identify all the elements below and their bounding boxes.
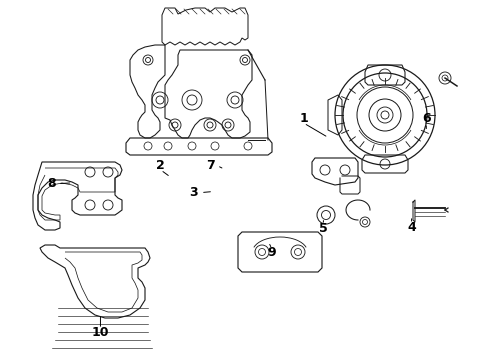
Text: 7: 7 xyxy=(206,159,215,172)
Text: 8: 8 xyxy=(47,177,56,190)
Text: 1: 1 xyxy=(299,112,308,125)
Text: 4: 4 xyxy=(407,221,416,234)
Text: 5: 5 xyxy=(319,222,328,235)
Text: 3: 3 xyxy=(189,186,198,199)
Text: 6: 6 xyxy=(422,112,431,125)
Text: 10: 10 xyxy=(92,327,109,339)
Text: 9: 9 xyxy=(268,246,276,259)
Text: 2: 2 xyxy=(156,159,165,172)
